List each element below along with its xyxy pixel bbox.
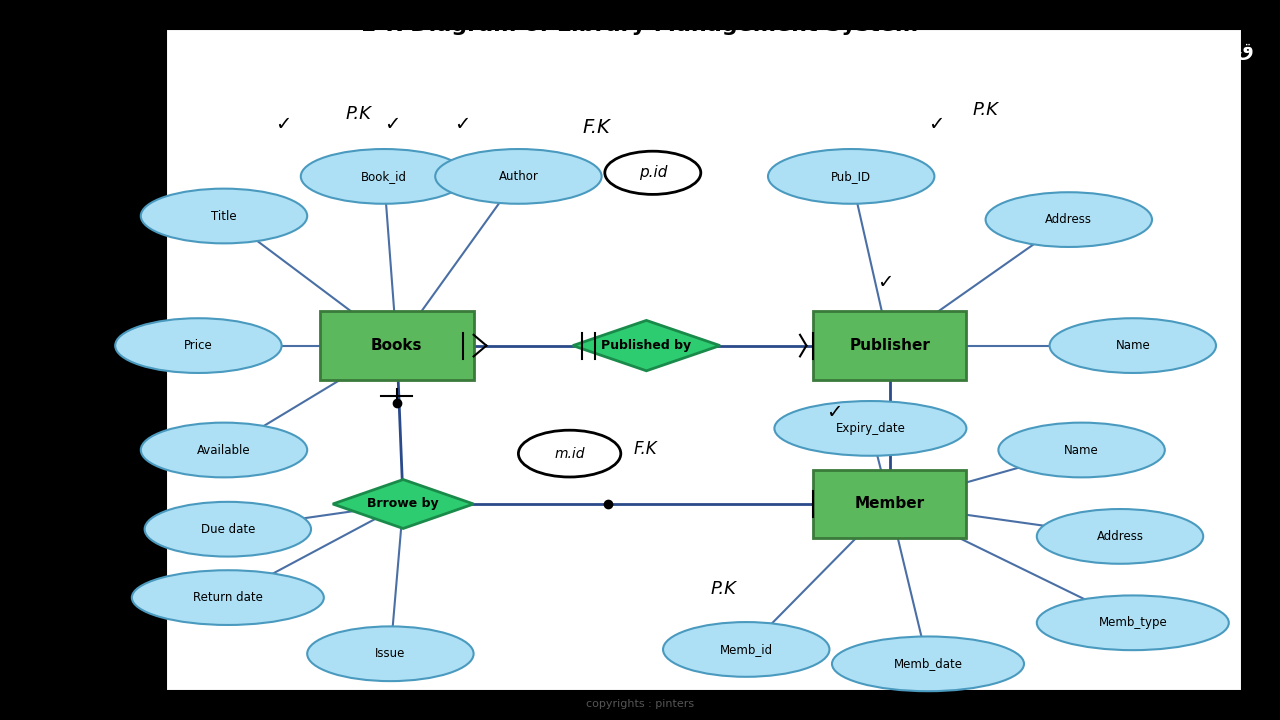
FancyBboxPatch shape — [320, 311, 474, 380]
Ellipse shape — [986, 192, 1152, 247]
Ellipse shape — [1037, 595, 1229, 650]
Text: Member: Member — [855, 497, 924, 511]
Text: Address: Address — [1046, 213, 1092, 226]
Text: Return date: Return date — [193, 591, 262, 604]
Text: Books: Books — [371, 338, 422, 353]
Text: ✓: ✓ — [454, 114, 471, 134]
Text: copyrights : pinters: copyrights : pinters — [586, 699, 694, 709]
Text: ✓: ✓ — [877, 273, 893, 292]
Text: m.id: m.id — [554, 446, 585, 461]
FancyBboxPatch shape — [813, 311, 966, 380]
Text: ✓: ✓ — [826, 402, 842, 422]
Ellipse shape — [832, 636, 1024, 691]
Text: P.K: P.K — [346, 105, 371, 123]
Ellipse shape — [145, 502, 311, 557]
Text: سبق‌: سبق‌ — [1190, 41, 1254, 60]
Text: ✓: ✓ — [384, 114, 401, 134]
Text: Memb_id: Memb_id — [719, 643, 773, 656]
Ellipse shape — [998, 423, 1165, 477]
Text: P.K: P.K — [710, 580, 736, 598]
Text: Available: Available — [197, 444, 251, 456]
Ellipse shape — [1037, 509, 1203, 564]
Text: p.id: p.id — [639, 166, 667, 180]
Ellipse shape — [1050, 318, 1216, 373]
Ellipse shape — [774, 401, 966, 456]
Text: Book_id: Book_id — [361, 170, 407, 183]
Text: Address: Address — [1097, 530, 1143, 543]
Text: Expiry_date: Expiry_date — [836, 422, 905, 435]
Text: Name: Name — [1115, 339, 1151, 352]
Text: P.K: P.K — [973, 102, 998, 120]
Text: Issue: Issue — [375, 647, 406, 660]
Text: F.K: F.K — [582, 118, 611, 138]
Text: Title: Title — [211, 210, 237, 222]
Ellipse shape — [301, 149, 467, 204]
Text: E-R Diagram of Library Management System: E-R Diagram of Library Management System — [361, 15, 919, 35]
Ellipse shape — [141, 423, 307, 477]
Text: Name: Name — [1064, 444, 1100, 456]
Text: ✓: ✓ — [275, 114, 292, 134]
Text: Author: Author — [498, 170, 539, 183]
FancyBboxPatch shape — [813, 470, 966, 539]
Text: Published by: Published by — [602, 339, 691, 352]
Text: ✓: ✓ — [928, 114, 945, 134]
Text: Memb_type: Memb_type — [1098, 616, 1167, 629]
Ellipse shape — [115, 318, 282, 373]
Text: Pub_ID: Pub_ID — [831, 170, 872, 183]
Text: Memb_date: Memb_date — [893, 657, 963, 670]
Ellipse shape — [307, 626, 474, 681]
Ellipse shape — [132, 570, 324, 625]
Polygon shape — [573, 320, 719, 371]
Text: Brrowe by: Brrowe by — [367, 498, 439, 510]
Text: Publisher: Publisher — [849, 338, 931, 353]
Ellipse shape — [435, 149, 602, 204]
Text: F.K: F.K — [634, 440, 657, 458]
Text: Due date: Due date — [201, 523, 255, 536]
Text: Price: Price — [184, 339, 212, 352]
Polygon shape — [333, 480, 474, 528]
Ellipse shape — [141, 189, 307, 243]
Ellipse shape — [663, 622, 829, 677]
Ellipse shape — [768, 149, 934, 204]
